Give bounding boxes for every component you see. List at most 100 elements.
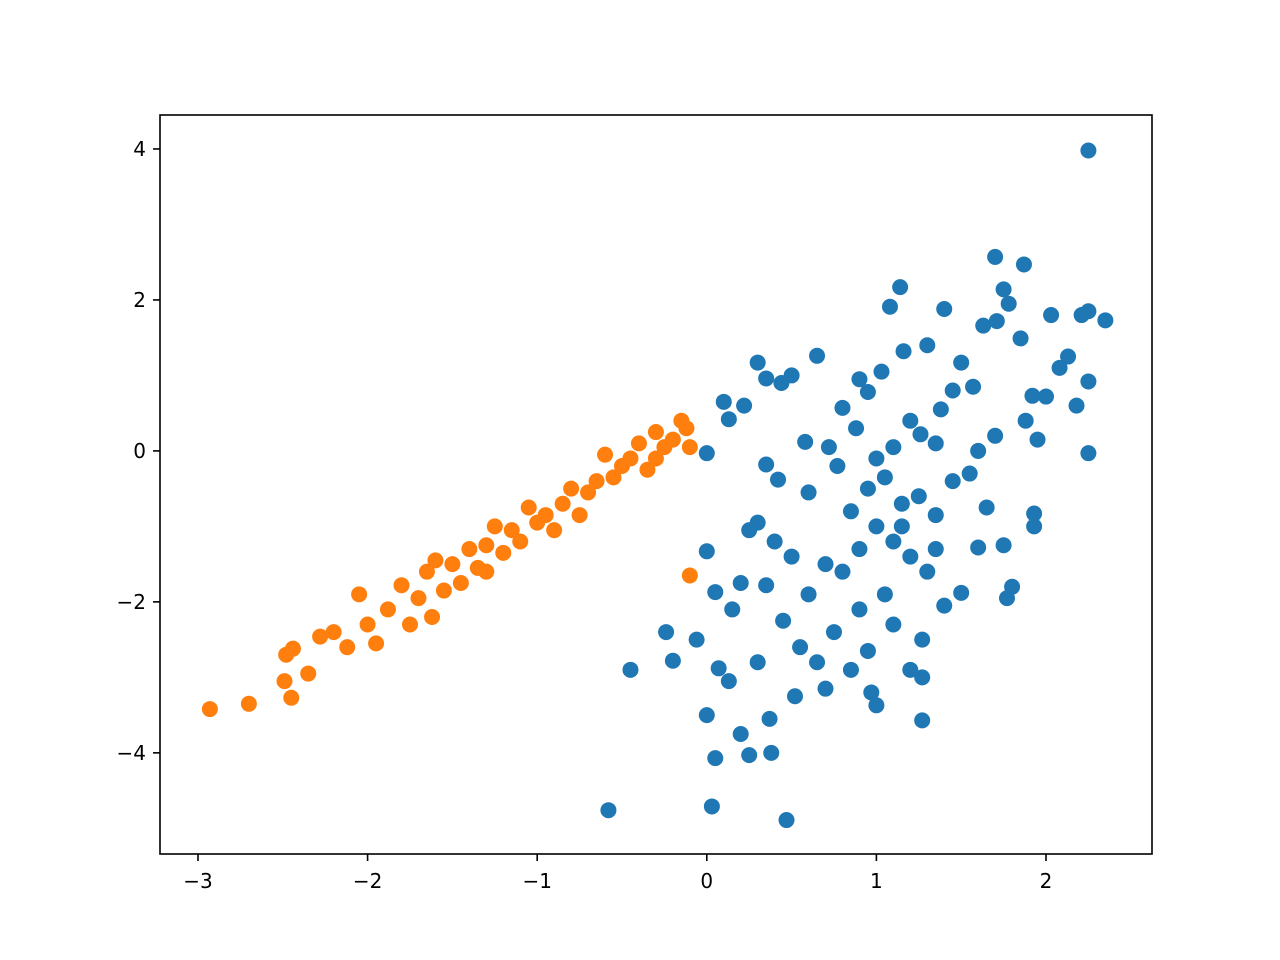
scatter-point: [763, 744, 780, 761]
scatter-point: [919, 337, 936, 354]
scatter-point: [325, 624, 342, 641]
scatter-point: [678, 420, 695, 437]
scatter-point: [1037, 388, 1054, 405]
x-tick-label: 1: [870, 869, 883, 893]
scatter-point: [478, 563, 495, 580]
scatter-point: [766, 533, 783, 550]
scatter-point: [800, 586, 817, 603]
scatter-point: [410, 590, 427, 607]
scatter-point: [368, 635, 385, 652]
scatter-point: [658, 624, 675, 641]
scatter-point: [786, 688, 803, 705]
y-tick-label: −2: [117, 590, 146, 614]
scatter-point: [461, 541, 478, 558]
scatter-point: [910, 488, 927, 505]
scatter-point: [1024, 387, 1041, 404]
scatter-point: [495, 544, 512, 561]
scatter-point: [622, 661, 639, 678]
scatter-point: [1017, 412, 1034, 429]
scatter-point: [588, 473, 605, 490]
scatter-point: [881, 298, 898, 315]
scatter-point: [732, 725, 749, 742]
scatter-point: [859, 384, 876, 401]
scatter-point: [834, 399, 851, 416]
scatter-point: [707, 750, 724, 767]
scatter-point: [418, 563, 435, 580]
scatter-point: [681, 567, 698, 584]
scatter-point: [970, 539, 987, 556]
scatter-point: [932, 401, 949, 418]
scatter-point: [961, 465, 978, 482]
scatter-point: [876, 586, 893, 603]
scatter-point: [393, 577, 410, 594]
scatter-point: [1073, 307, 1090, 324]
scatter-point: [379, 601, 396, 618]
scatter-point: [1029, 431, 1046, 448]
scatter-point: [1080, 373, 1097, 390]
scatter-point: [912, 426, 929, 443]
scatter-point: [359, 616, 376, 633]
scatter-point: [486, 518, 503, 535]
scatter-point: [571, 507, 588, 524]
scatter-point: [580, 484, 597, 501]
scatter-point: [902, 548, 919, 565]
scatter-point: [829, 458, 846, 475]
scatter-point: [1015, 256, 1032, 273]
scatter-point: [800, 484, 817, 501]
scatter-point: [825, 624, 842, 641]
x-tick-label: 2: [1040, 869, 1053, 893]
scatter-point: [741, 747, 758, 764]
scatter-point: [622, 450, 639, 467]
scatter-point: [761, 710, 778, 727]
scatter-point: [512, 533, 529, 550]
scatter-point: [885, 616, 902, 633]
scatter-point: [720, 411, 737, 428]
scatter-point: [914, 631, 931, 648]
scatter-point: [240, 695, 257, 712]
y-tick-label: 4: [133, 137, 146, 161]
scatter-point: [919, 563, 936, 580]
scatter-point: [520, 499, 537, 516]
scatter-point: [1026, 505, 1043, 522]
scatter-point: [283, 689, 300, 706]
scatter-point: [1060, 348, 1077, 365]
scatter-point: [741, 522, 758, 539]
scatter-point: [797, 433, 814, 450]
scatter-point: [276, 673, 293, 690]
scatter-point: [720, 673, 737, 690]
scatter-point: [809, 347, 826, 364]
scatter-point: [809, 654, 826, 671]
scatter-point: [546, 522, 563, 539]
scatter-point: [1026, 518, 1043, 535]
scatter-point: [703, 798, 720, 815]
scatter-point: [647, 424, 664, 441]
scatter-point: [902, 661, 919, 678]
scatter-point: [554, 495, 571, 512]
x-tick-label: −2: [353, 869, 382, 893]
scatter-point: [1080, 445, 1097, 462]
scatter-point: [605, 469, 622, 486]
scatter-point: [698, 445, 715, 462]
scatter-point: [885, 533, 902, 550]
x-tick-label: 0: [700, 869, 713, 893]
scatter-point: [278, 646, 295, 663]
scatter-point: [664, 431, 681, 448]
scatter-point: [778, 812, 795, 829]
y-tick-label: 2: [133, 288, 146, 312]
scatter-point: [851, 541, 868, 558]
scatter-point: [953, 584, 970, 601]
scatter-point: [859, 642, 876, 659]
scatter-point: [312, 628, 329, 645]
scatter-point: [842, 503, 859, 520]
scatter-point: [749, 354, 766, 371]
scatter-point: [1012, 330, 1029, 347]
scatter-point: [988, 313, 1005, 330]
scatter-point: [820, 439, 837, 456]
scatter-point: [537, 507, 554, 524]
scatter-point: [868, 450, 885, 467]
scatter-point: [914, 712, 931, 729]
y-tick-label: 0: [133, 439, 146, 463]
scatter-point: [987, 427, 1004, 444]
scatter-point: [715, 393, 732, 410]
